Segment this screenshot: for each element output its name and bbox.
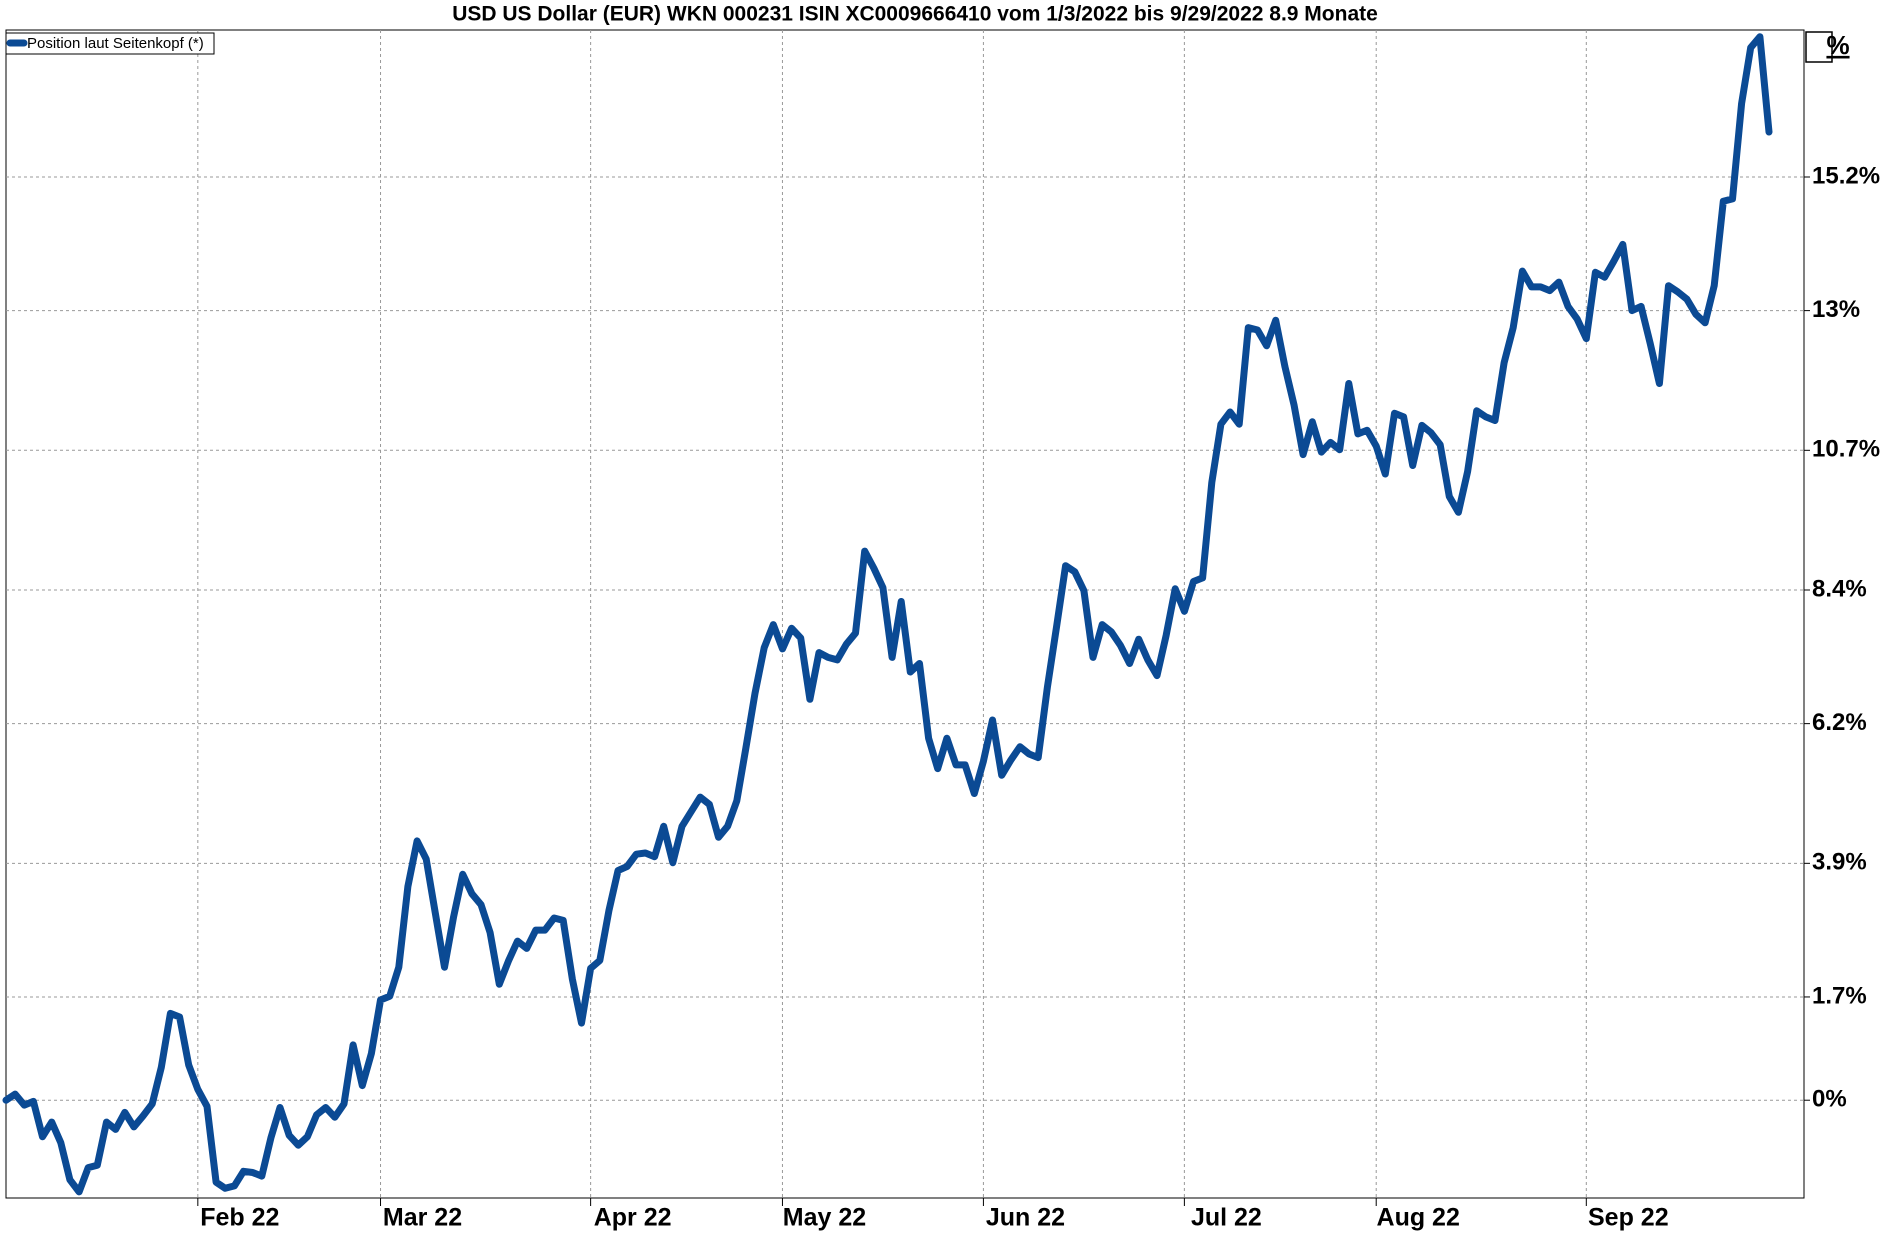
x-tick-label: Jul 22 — [1191, 1204, 1262, 1232]
legend: Position laut Seitenkopf (*) — [5, 32, 215, 55]
x-tick-label: Aug 22 — [1377, 1204, 1460, 1232]
line-series — [2, 33, 1773, 1196]
y-unit: % — [1826, 30, 1849, 60]
x-tick-label: Apr 22 — [594, 1204, 672, 1232]
chart-title: USD US Dollar (EUR) WKN 000231 ISIN XC00… — [452, 3, 1378, 26]
y-tick-label: 13% — [1812, 296, 1860, 323]
x-tick-label: Mar 22 — [383, 1204, 462, 1232]
legend-box — [5, 32, 215, 55]
y-tick-label: 0% — [1812, 1086, 1847, 1113]
y-tick-label: 8.4% — [1812, 575, 1867, 602]
x-tick-label: Feb 22 — [200, 1204, 279, 1232]
y-tick-label: 3.9% — [1812, 849, 1867, 876]
y-tick-label: 6.2% — [1812, 709, 1867, 736]
unit-box — [1805, 31, 1833, 63]
y-tick-label: 15.2% — [1812, 162, 1880, 189]
y-tick-label: 1.7% — [1812, 982, 1867, 1009]
legend-label: Position laut Seitenkopf (*) — [27, 35, 204, 52]
plot-frame — [5, 29, 1805, 1199]
y-tick-label: 10.7% — [1812, 436, 1880, 463]
x-tick-label: Sep 22 — [1588, 1204, 1669, 1232]
x-tick-label: May 22 — [783, 1204, 866, 1232]
x-tick-label: Jun 22 — [986, 1204, 1065, 1232]
